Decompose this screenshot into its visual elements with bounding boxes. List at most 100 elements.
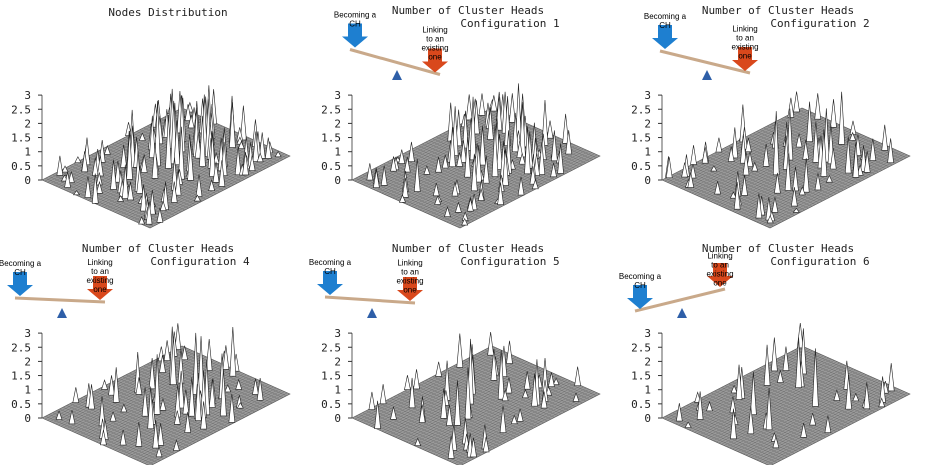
surface-spike <box>374 400 381 429</box>
surface-spike <box>881 124 889 151</box>
surface-spike <box>745 138 752 152</box>
surface-spike <box>237 140 245 150</box>
surface-spike <box>138 216 146 225</box>
surface-spike <box>256 377 264 401</box>
surface-spike <box>434 195 442 205</box>
mesh-line <box>726 136 867 209</box>
surface-spike <box>765 387 773 431</box>
surface-spike <box>529 166 537 185</box>
z-tick-label: 2.5 <box>631 341 651 354</box>
surface-spike <box>511 112 519 153</box>
surface-spike <box>117 194 125 202</box>
surface-spike <box>878 397 886 408</box>
surface-spike <box>772 435 780 449</box>
mesh-line <box>729 137 870 211</box>
surface-spike <box>156 208 164 223</box>
surface-spike <box>825 174 833 183</box>
surface-spike <box>518 152 526 165</box>
surface-spike <box>110 159 117 190</box>
z-tick-label: 2 <box>24 355 31 368</box>
mesh-line <box>735 142 844 191</box>
surface-spike <box>444 206 451 218</box>
surface-spike <box>792 207 800 213</box>
surface-spike <box>234 146 242 176</box>
surface-spike <box>714 181 722 195</box>
z-tick-label: 0.5 <box>11 398 31 411</box>
surface-spike <box>101 379 108 390</box>
surface-spike <box>64 171 71 188</box>
surface-spike <box>684 421 692 428</box>
mesh-line <box>122 381 264 455</box>
surface-spike <box>423 165 431 175</box>
surface-spike <box>390 156 397 172</box>
balance-left-label: Becoming a CH <box>334 11 377 29</box>
surface-spike <box>687 172 695 188</box>
mesh-line <box>721 372 862 445</box>
surface-spike <box>812 121 820 163</box>
ch-arrow <box>342 23 368 48</box>
surface-spike <box>188 377 196 417</box>
surface-spike <box>153 354 161 415</box>
mesh-line <box>766 363 876 413</box>
link-arrow <box>422 48 448 73</box>
surface-spike <box>163 340 171 361</box>
mesh-line <box>114 140 255 213</box>
surface-spike <box>750 371 757 415</box>
mesh-line <box>136 387 277 461</box>
surface-spike <box>863 151 871 173</box>
surface-spike <box>435 361 443 377</box>
surface-spike <box>109 410 117 422</box>
balance-right-label: Linking to an existing one <box>706 252 733 288</box>
surface-spike <box>454 380 461 426</box>
surface-spike <box>496 133 503 170</box>
surface-spike <box>173 120 181 165</box>
panel-title: Nodes Distribution <box>108 6 227 19</box>
z-tick-label: 2.5 <box>11 103 31 116</box>
surface-spike <box>510 414 518 424</box>
surface-spike <box>81 151 89 173</box>
z-tick-label: 0 <box>334 412 341 425</box>
surface-spike <box>403 157 411 173</box>
mesh-line <box>164 354 273 404</box>
mesh-line <box>442 371 552 420</box>
surface-spike <box>795 337 802 389</box>
panel-title: Number of Cluster Heads <box>392 242 544 255</box>
mesh-line <box>139 151 280 224</box>
mesh-line <box>98 371 239 444</box>
balance-pivot <box>677 308 687 318</box>
ch-arrow <box>652 25 678 49</box>
z-tick-label: 1 <box>644 146 651 159</box>
mesh-line <box>470 356 580 405</box>
surface-spike <box>174 323 182 350</box>
surface-spike <box>852 142 860 178</box>
mesh-line <box>147 392 288 465</box>
surface-spike <box>205 338 213 371</box>
surface-spike <box>470 193 478 211</box>
surface-spike <box>446 404 453 426</box>
mesh-line <box>787 353 897 402</box>
surface-spike <box>727 146 735 162</box>
z-tick-label: 1.5 <box>11 132 31 145</box>
surface-spike <box>461 217 469 226</box>
z-tick-label: 3 <box>334 327 341 340</box>
mesh-line <box>759 151 900 224</box>
surface-spike <box>689 164 697 179</box>
surface-spike <box>252 378 259 395</box>
surface-spike <box>538 142 546 175</box>
surface-spike <box>844 136 852 174</box>
surface-spike <box>441 154 449 169</box>
surface-spike <box>487 107 494 140</box>
surface-spike <box>236 402 244 409</box>
z-tick-label: 1.5 <box>321 370 341 383</box>
surface-spike <box>208 178 216 191</box>
mesh-line <box>752 371 862 420</box>
mesh-line <box>742 143 884 217</box>
panel-title: Number of Cluster Heads <box>702 4 854 17</box>
mesh-line <box>144 391 285 464</box>
mesh-line <box>761 390 902 463</box>
surface-spike <box>733 181 741 210</box>
surface-spike <box>172 439 180 451</box>
panel-title: Number of Cluster Heads <box>702 242 854 255</box>
surface-spike <box>771 197 779 213</box>
